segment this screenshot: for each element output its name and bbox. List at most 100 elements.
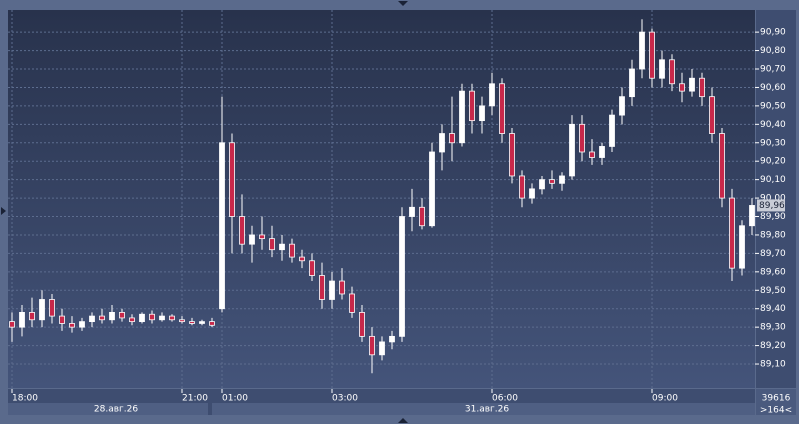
candle-body: [609, 114, 615, 147]
candle-body: [199, 321, 205, 324]
candle-body: [189, 321, 195, 324]
candle-body: [389, 335, 395, 343]
candle-body: [719, 133, 725, 199]
scroll-marker: [398, 1, 408, 6]
y-tick-label: 89,40: [760, 304, 786, 314]
y-tick-label: 90,80: [760, 46, 786, 56]
candle-body: [229, 142, 235, 217]
candle-body: [699, 77, 705, 98]
candle-body: [669, 59, 675, 85]
candle-body: [509, 133, 515, 177]
candle-body: [269, 238, 275, 251]
candle-body: [619, 96, 625, 116]
x-tick-label: 01:00: [222, 394, 248, 404]
y-tick-label: 90,20: [760, 157, 786, 167]
candle-body: [249, 234, 255, 245]
candle-body: [349, 293, 355, 313]
candle-body: [749, 205, 755, 227]
candle-body: [559, 175, 565, 184]
date-label: 31.авг.26: [465, 405, 509, 415]
candle-body: [579, 123, 585, 153]
candle-body: [59, 315, 65, 324]
y-tick-label: 90,10: [760, 175, 786, 185]
candle-body: [19, 311, 25, 328]
candle-body: [209, 321, 215, 326]
scroll-marker: [1, 207, 6, 215]
footer-shift: >164<: [760, 406, 792, 416]
candle-body: [9, 321, 15, 328]
candle-body: [309, 260, 315, 276]
y-tick-label: 89,50: [760, 286, 786, 296]
date-band: [8, 403, 208, 415]
candle-body: [639, 31, 645, 70]
x-tick-label: 18:00: [12, 394, 38, 404]
candle-body: [499, 83, 505, 134]
candle-body: [659, 59, 665, 79]
y-tick-label: 90,40: [760, 120, 786, 130]
candle-body: [89, 315, 95, 323]
y-axis-panel: [756, 10, 796, 388]
candle-body: [109, 311, 115, 321]
x-tick-label: 06:00: [492, 394, 518, 404]
y-tick-label: 90,30: [760, 138, 786, 148]
last-price-label: 89,96: [759, 201, 785, 211]
candle-body: [39, 299, 45, 321]
candle-body: [119, 311, 125, 319]
candle-body: [179, 319, 185, 323]
candle-body: [449, 133, 455, 144]
y-tick-label: 89,80: [760, 230, 786, 240]
footer-count: 39616: [762, 394, 791, 404]
candle-body: [329, 280, 335, 300]
candle-body: [709, 96, 715, 134]
candle-body: [589, 151, 595, 158]
candle-body: [549, 179, 555, 184]
candle-body: [139, 313, 145, 323]
x-tick-label: 09:00: [652, 394, 678, 404]
candle-body: [399, 216, 405, 337]
candle-body: [99, 315, 105, 321]
y-tick-label: 89,60: [760, 267, 786, 277]
y-tick-label: 90,90: [760, 28, 786, 38]
candle-body: [729, 197, 735, 269]
y-tick-label: 89,10: [760, 360, 786, 370]
candle-body: [479, 105, 485, 122]
candle-body: [259, 234, 265, 240]
y-tick-label: 89,30: [760, 323, 786, 333]
candle-body: [429, 151, 435, 227]
y-tick-label: 89,90: [760, 212, 786, 222]
candle-body: [289, 243, 295, 258]
candle-body: [359, 311, 365, 337]
date-label: 28.авг.26: [94, 405, 138, 415]
y-tick-label: 90,70: [760, 65, 786, 75]
candle-body: [679, 83, 685, 92]
y-tick-label: 90,60: [760, 83, 786, 93]
candle-body: [569, 123, 575, 177]
candle-body: [469, 90, 475, 122]
candle-body: [379, 341, 385, 356]
candle-body: [49, 299, 55, 317]
candle-body: [29, 311, 35, 321]
candle-body: [239, 216, 245, 245]
candle-body: [409, 206, 415, 217]
candle-body: [339, 280, 345, 295]
candle-body: [169, 315, 175, 321]
y-tick-label: 89,70: [760, 249, 786, 259]
candle-body: [529, 188, 535, 199]
candle-body: [319, 275, 325, 300]
scroll-marker: [398, 418, 408, 423]
candle-body: [69, 323, 75, 328]
y-tick-label: 90,50: [760, 101, 786, 111]
candle-body: [739, 225, 745, 269]
candle-body: [159, 315, 165, 321]
candle-body: [539, 179, 545, 190]
y-tick-label: 89,20: [760, 341, 786, 351]
candle-body: [219, 142, 225, 310]
y-tick-label: 90,00: [760, 194, 786, 204]
candle-body: [439, 133, 445, 153]
candle-body: [519, 175, 525, 199]
last-price-box: [757, 199, 785, 212]
candle-body: [79, 321, 85, 328]
candle-body: [599, 146, 605, 158]
